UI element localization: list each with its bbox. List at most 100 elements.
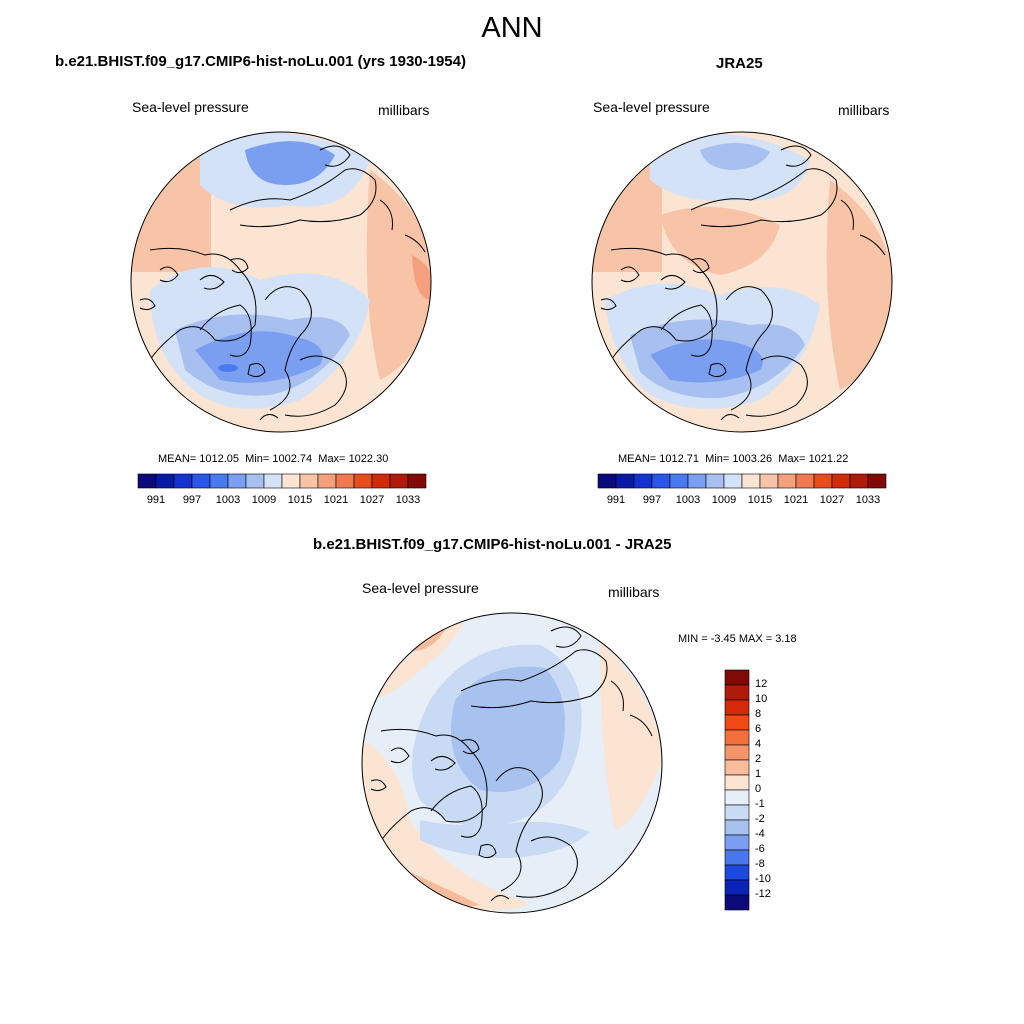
colorbar-difference-tick-label: -8: [755, 858, 765, 870]
map-model: [130, 131, 432, 433]
colorbar-jra25-cell: [615, 473, 635, 489]
panel-3-min-label: MIN =: [678, 633, 708, 645]
colorbar-model-cell: [209, 473, 229, 489]
panel-3-max-value: 3.18: [775, 633, 797, 645]
map-jra25-border: [591, 131, 893, 433]
colorbar-jra25-cell: [777, 473, 797, 489]
panel-3-units: millibars: [608, 584, 660, 600]
map-diff-positive-east: [600, 640, 662, 830]
figure-title: ANN: [481, 12, 543, 44]
colorbar-jra25-cell: [723, 473, 743, 489]
colorbar-difference-tick-label: 0: [755, 783, 762, 795]
colorbar-model-cell: [173, 473, 193, 489]
colorbar-model-tick-label: 1027: [359, 494, 385, 506]
colorbar-model: [137, 473, 427, 489]
panel-3-title: b.e21.BHIST.f09_g17.CMIP6-hist-noLu.001 …: [313, 536, 672, 553]
colorbar-jra25-cell: [867, 473, 887, 489]
colorbar-model-tick-label: 1009: [251, 494, 277, 506]
map-diff-negative-arctic-core: [450, 666, 565, 792]
colorbar-difference-cell: [724, 774, 750, 791]
colorbar-difference-tick-label: 4: [755, 738, 762, 750]
colorbar-model-cell: [263, 473, 283, 489]
map-model-high-core: [412, 255, 431, 300]
colorbar-jra25-cell: [831, 473, 851, 489]
panel-1-max-label: Max=: [318, 453, 346, 465]
panel-2-variable: Sea-level pressure: [593, 99, 710, 115]
colorbar-model-cell: [191, 473, 211, 489]
colorbar-jra25-cell: [795, 473, 815, 489]
panel-1-min-value: 1002.74: [272, 453, 313, 465]
colorbar-difference-cell: [724, 849, 750, 866]
colorbar-model-cell: [371, 473, 391, 489]
colorbar-jra25-cell: [741, 473, 761, 489]
colorbar-difference-cell: [724, 804, 750, 821]
colorbar-jra25-tick-label: 1021: [783, 494, 809, 506]
colorbar-difference-tick-label: 2: [755, 753, 762, 765]
panel-2-min-label: Min=: [705, 453, 730, 465]
panel-3-max-label: MAX =: [738, 633, 773, 645]
colorbar-jra25-cell: [669, 473, 689, 489]
panel-1-mean-value: 1012.05: [199, 453, 240, 465]
colorbar-jra25-cell: [705, 473, 725, 489]
panel-1-title: b.e21.BHIST.f09_g17.CMIP6-hist-noLu.001 …: [55, 53, 466, 70]
colorbar-difference-tick-label: -2: [755, 813, 765, 825]
colorbar-difference-cell: [724, 834, 750, 851]
colorbar-difference-cell: [724, 669, 750, 686]
panel-3-variable: Sea-level pressure: [362, 580, 479, 596]
colorbar-model-cell: [299, 473, 319, 489]
colorbar-jra25-tick-label: 997: [642, 494, 662, 506]
panel-1-units: millibars: [378, 102, 430, 118]
colorbar-difference-tick-label: 8: [755, 708, 762, 720]
panel-1-max-value: 1022.30: [348, 453, 389, 465]
panel-2-title: JRA25: [716, 55, 763, 72]
colorbar-jra25-cell: [813, 473, 833, 489]
panel-1-min-label: Min=: [245, 453, 270, 465]
colorbar-model-cell: [137, 473, 157, 489]
colorbar-jra25-tick-label: 1003: [675, 494, 701, 506]
map-model-coastlines: [139, 145, 426, 421]
colorbar-difference-tick-label: -4: [755, 828, 765, 840]
map-jra25: [591, 131, 893, 433]
colorbar-model-tick-label: 991: [146, 494, 166, 506]
colorbar-difference-tick-label: 12: [755, 678, 768, 690]
colorbar-model-cell: [407, 473, 427, 489]
panel-1-mean-label: MEAN=: [158, 453, 197, 465]
colorbar-jra25-tick-label: 1027: [819, 494, 845, 506]
colorbar-model-tick-label: 1021: [323, 494, 349, 506]
map-model-min-cell: [218, 364, 238, 372]
colorbar-difference-tick-label: 1: [755, 768, 762, 780]
colorbar-difference-cell: [724, 789, 750, 806]
colorbar-difference-tick-label: -6: [755, 843, 765, 855]
map-model-high-west: [131, 132, 211, 272]
panel-3-min-value: -3.45: [710, 633, 736, 645]
panel-2-max-value: 1021.22: [808, 453, 849, 465]
map-model-low-pacific-core: [245, 141, 335, 185]
panel-2-mean-label: MEAN=: [618, 453, 657, 465]
colorbar-model-tick-label: 1033: [395, 494, 421, 506]
colorbar-difference-cell: [724, 894, 750, 911]
colorbar-jra25-cell: [597, 473, 617, 489]
map-diff-border: [361, 612, 663, 914]
colorbar-difference-cell: [724, 864, 750, 881]
colorbar-difference-cell: [724, 714, 750, 731]
colorbar-jra25-cell: [759, 473, 779, 489]
colorbar-model-cell: [335, 473, 355, 489]
panel-2-units: millibars: [838, 102, 890, 118]
colorbar-model-tick-label: 1003: [215, 494, 241, 506]
panel-2-min-value: 1003.26: [732, 453, 773, 465]
map-jra25-coastlines: [600, 145, 886, 421]
panel-2-mean-value: 1012.71: [659, 453, 700, 465]
map-jra25-high-central: [660, 207, 780, 275]
panel-1-stats: MEAN= 1012.05 Min= 1002.74 Max= 1022.30: [158, 453, 388, 465]
colorbar-jra25-cell: [633, 473, 653, 489]
colorbar-model-cell: [317, 473, 337, 489]
colorbar-jra25: [597, 473, 887, 489]
panel-2-max-label: Max=: [778, 453, 806, 465]
map-jra25-high-east: [826, 180, 892, 390]
map-model-border: [130, 131, 432, 433]
colorbar-model-cell: [155, 473, 175, 489]
colorbar-difference-tick-label: -12: [755, 888, 771, 900]
colorbar-model-tick-label: 1015: [287, 494, 313, 506]
colorbar-difference-cell: [724, 744, 750, 761]
colorbar-difference: [724, 669, 750, 911]
